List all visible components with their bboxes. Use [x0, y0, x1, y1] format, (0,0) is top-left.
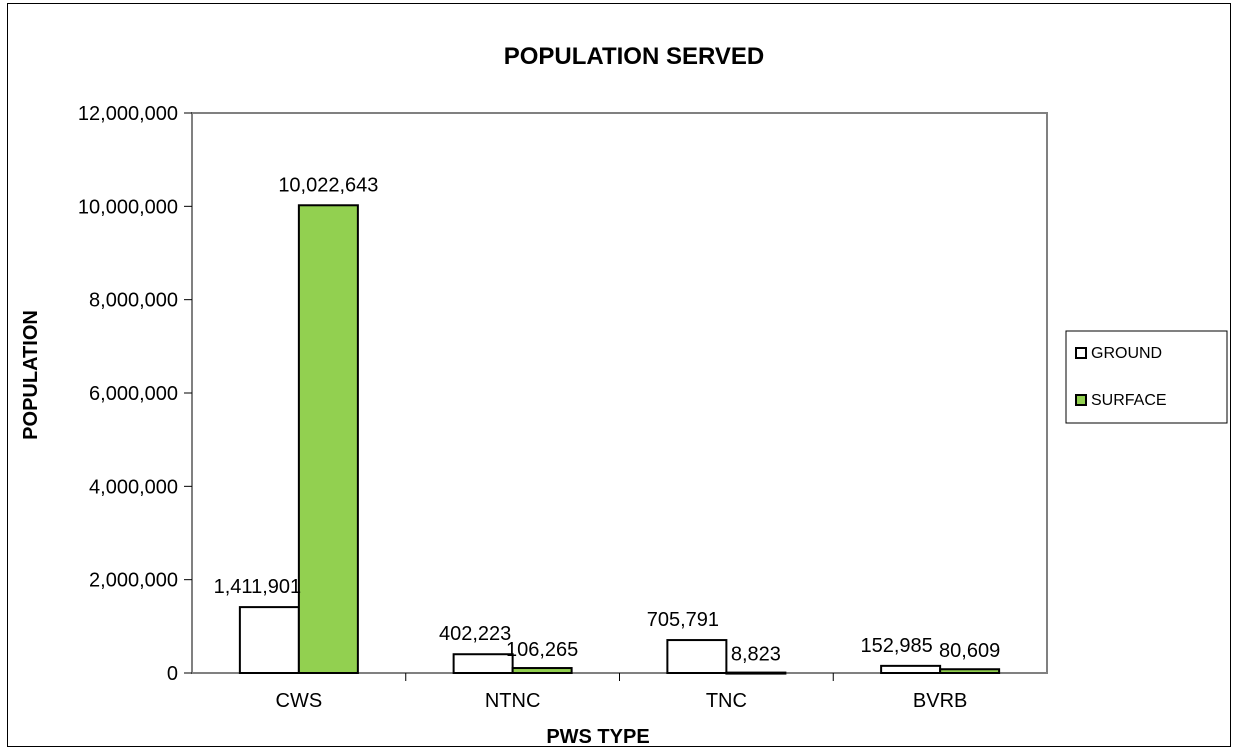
- x-tick-label: BVRB: [913, 690, 967, 712]
- legend-swatch-ground: [1075, 347, 1087, 359]
- y-tick-label: 12,000,000: [78, 103, 178, 125]
- x-axis-title: PWS TYPE: [546, 726, 649, 748]
- x-tick-label: TNC: [706, 690, 747, 712]
- bar-surface-tnc: [725, 671, 787, 675]
- x-tick-label: CWS: [276, 690, 323, 712]
- y-axis: 0 2,000,000 4,000,000 6,000,000 8,000,000 10,…: [78, 103, 192, 685]
- data-label: 1,411,901: [214, 576, 302, 598]
- x-axis: CWS NTNC TNC BVRB: [276, 673, 967, 712]
- bar-ground-tnc: [666, 639, 728, 675]
- legend-label-surface: SURFACE: [1091, 392, 1167, 409]
- legend-swatch-surface: [1075, 394, 1087, 406]
- data-label: 705,791: [647, 609, 719, 631]
- x-tick-label: NTNC: [485, 690, 541, 712]
- bar-surface-ntnc: [511, 667, 573, 674]
- bar-surface-bvrb: [939, 668, 1001, 674]
- legend: GROUND SURFACE: [1075, 345, 1167, 409]
- data-label: 402,223: [439, 623, 511, 645]
- bars: [238, 204, 1001, 675]
- y-tick-label: 2,000,000: [89, 570, 178, 592]
- bar-ground-ntnc: [452, 653, 514, 675]
- y-axis-title: POPULATION: [20, 310, 42, 440]
- chart-title: POPULATION SERVED: [504, 43, 764, 70]
- legend-label-ground: GROUND: [1091, 345, 1162, 362]
- data-label: 152,985: [860, 635, 932, 657]
- bar-ground-bvrb: [880, 664, 942, 675]
- y-tick-label: 6,000,000: [89, 383, 178, 405]
- legend-box: [1065, 330, 1228, 424]
- data-label: 106,265: [506, 639, 578, 661]
- y-tick-label: 0: [167, 663, 178, 685]
- data-label: 80,609: [939, 640, 1000, 662]
- y-tick-label: 10,000,000: [78, 196, 178, 218]
- bar-ground-cws: [238, 606, 300, 674]
- data-label: 8,823: [731, 644, 781, 666]
- y-tick-label: 8,000,000: [89, 290, 178, 312]
- data-label: 10,022,643: [278, 174, 378, 196]
- y-tick-label: 4,000,000: [89, 476, 178, 498]
- bar-surface-cws: [297, 204, 359, 674]
